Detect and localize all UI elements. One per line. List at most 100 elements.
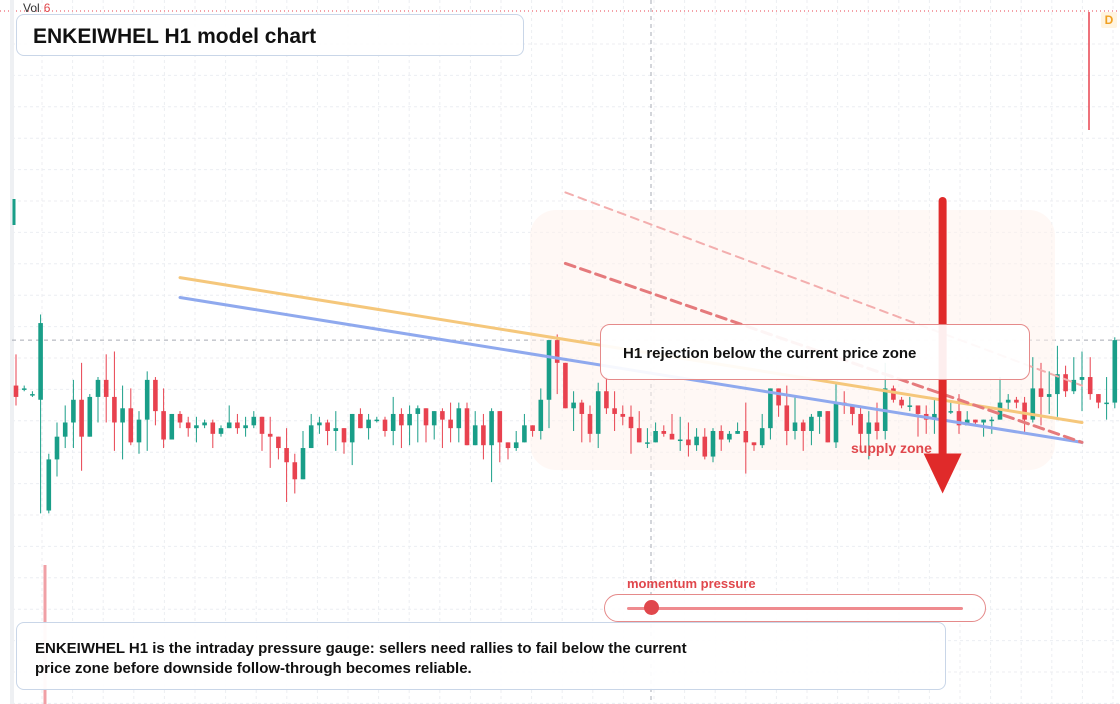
candle-up [546,340,552,400]
candle-up [251,416,257,426]
candle-up [932,413,937,420]
candle-down [579,402,585,414]
momentum-gauge[interactable] [604,594,986,622]
candle-down [874,422,880,431]
candle-up [989,419,995,422]
candle-up [194,425,199,429]
chart-title-card: ENKEIWHEL H1 model chart [16,14,524,56]
candle-up [54,436,60,460]
volume-readout: Vol 6 [23,1,51,15]
candle-up [308,425,314,449]
interval-badge[interactable]: D [1101,12,1117,28]
candle-down [505,442,511,449]
candle-down [292,462,298,480]
candle-down [899,399,904,406]
candle-down [800,422,806,431]
candle-up [809,416,814,431]
candle-up [817,411,822,417]
candle-up [38,323,43,400]
candle-down [423,408,429,426]
candle-up [300,448,306,480]
candle-down [563,362,568,409]
candle-up [120,408,125,423]
candle-up [144,379,150,420]
candle-up [727,433,732,440]
rejection-callout: H1 rejection below the current price zon… [600,324,1030,380]
candle-down [784,405,790,431]
chart-title: ENKEIWHEL H1 model chart [33,25,317,48]
candle-down [612,408,617,414]
candle-down [464,408,470,446]
candle-up [374,419,380,422]
candle-down [915,405,921,414]
candle-up [456,408,462,429]
candle-down [284,448,289,463]
candle-up [1104,402,1109,405]
momentum-gauge-label: momentum pressure [627,576,756,591]
candle-down [341,428,347,443]
down-arrow-icon [923,453,962,494]
candle-up [1112,340,1118,403]
candle-down [858,413,863,434]
candle-up [653,431,658,443]
candle-up [472,425,478,446]
candle-down [259,416,265,434]
candle-up [792,422,798,431]
candle-down [325,422,330,431]
candle-down [620,413,626,417]
candle-up [333,428,339,431]
candle-up [226,422,232,429]
candle-up [489,411,494,446]
candle-up [694,436,699,446]
trendline-pink-dashed [564,191,1083,387]
candle-up [136,419,142,443]
candle-up [366,419,371,429]
candle-down [669,433,675,440]
candle-down [1014,399,1019,403]
candle-down [587,413,593,434]
candle-down [79,399,84,437]
candle-up [677,439,683,442]
candle-down [267,433,273,437]
candle-down [636,428,642,443]
candle-down [554,340,560,363]
candle-up [46,459,52,511]
candle-down [210,422,216,434]
candle-up [317,422,322,426]
candle-up [948,411,954,413]
candle-up [30,394,35,396]
candlestick-series [13,314,1118,514]
candle-down [382,419,388,431]
candle-up [1030,388,1036,420]
candle-up [1005,399,1011,403]
candle-up [595,391,601,434]
candle-up [538,399,544,431]
candle-up [202,422,207,426]
candle-up [218,428,224,434]
candle-down [440,411,445,420]
candle-down [891,388,896,400]
candle-down [358,413,363,429]
candle-down [530,425,535,431]
candle-up [997,402,1003,420]
candle-up [431,411,437,426]
candle-up [1071,379,1077,392]
candle-down [235,422,240,429]
footer-note-card: ENKEIWHEL H1 is the intraday pressure ga… [16,622,946,690]
momentum-gauge-knob[interactable] [643,600,659,615]
candle-up [62,422,68,437]
candle-up [87,396,93,437]
candle-up [768,388,773,429]
candle-up [169,413,175,440]
candle-up [981,419,986,423]
candle-down [718,431,724,440]
candle-down [112,396,117,423]
candle-down [661,431,667,434]
candle-up [759,428,765,446]
candle-down [13,385,19,397]
candle-up [645,442,650,444]
candle-up [571,402,576,409]
candle-up [1055,374,1060,395]
candle-down [743,431,749,443]
candle-down [276,436,281,449]
